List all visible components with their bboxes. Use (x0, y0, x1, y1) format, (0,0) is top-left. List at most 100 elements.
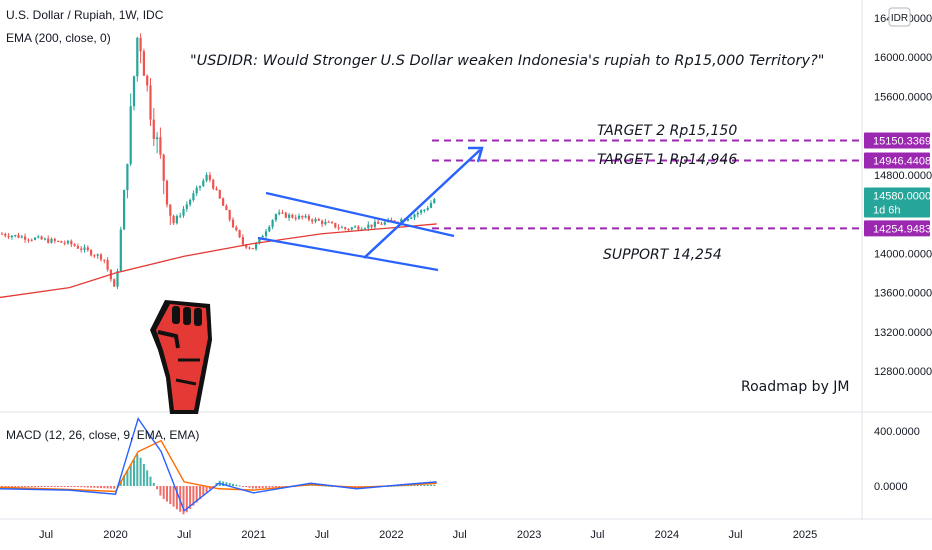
candle-body (10, 235, 13, 238)
symbol-title[interactable]: U.S. Dollar / Rupiah, 1W, IDC (6, 8, 164, 22)
candle-body (281, 212, 284, 214)
macd-histogram-bar (149, 476, 152, 486)
candle-body (126, 163, 129, 191)
macd-histogram-bar (172, 486, 175, 507)
candle-body (14, 235, 17, 237)
candle-body (377, 221, 380, 224)
macd-histogram-bar (182, 486, 185, 515)
macd-histogram-bar (278, 486, 281, 487)
macd-histogram-bar (83, 486, 86, 488)
candle-body (212, 179, 215, 189)
candle-body (113, 279, 116, 287)
ema-legend[interactable]: EMA (200, close, 0) (6, 31, 111, 45)
macd-histogram-bar (123, 475, 126, 486)
target1-annotation[interactable]: TARGET 1 Rp14,946 (597, 152, 737, 168)
macd-histogram-bar (126, 469, 129, 486)
candle-body (327, 221, 330, 223)
falling-wedge-drawing[interactable] (257, 146, 484, 272)
support-annotation[interactable]: SUPPORT 14,254 (603, 247, 722, 263)
macd-histogram-bar (159, 486, 162, 496)
time-tick-label: 2024 (655, 529, 679, 541)
candle-body (433, 199, 436, 204)
price-label-text: 14946.4408 (873, 156, 931, 168)
candle-body (241, 237, 244, 245)
candle-body (99, 254, 103, 260)
candle-body (218, 190, 221, 199)
macd-histogram-bar (14, 486, 17, 488)
price-label-box (864, 220, 930, 237)
candle-body (106, 260, 109, 270)
wedge-lower-trendline[interactable] (257, 236, 439, 272)
macd-legend[interactable]: MACD (12, 26, close, 9, EMA, EMA) (6, 428, 199, 442)
candle-body (334, 222, 337, 228)
currency-badge[interactable]: IDR (888, 7, 911, 27)
projection-arrow[interactable] (363, 149, 481, 259)
candle-body (413, 214, 416, 218)
macd-histogram-bar (73, 486, 76, 487)
macd-histogram-bar (265, 486, 267, 488)
candle-body (17, 235, 20, 238)
macd-histogram-bar (202, 486, 205, 496)
macd-histogram-bar (274, 486, 277, 488)
time-tick-label: Jul (453, 529, 467, 541)
macd-histogram-bar (80, 486, 83, 488)
time-tick-label: 2022 (379, 529, 403, 541)
candle-body (390, 219, 393, 221)
candle-body (380, 223, 383, 225)
price-axis[interactable]: 16400.000016000.000015600.000014800.0000… (874, 13, 932, 493)
candle-body (139, 37, 142, 52)
macd-histogram-bar (192, 486, 195, 506)
macd-histogram-bar (255, 486, 258, 489)
candle-body (76, 246, 79, 249)
candle-body (172, 215, 175, 224)
macd-histogram-bar (146, 470, 149, 486)
candle-body (258, 237, 261, 244)
macd-histogram-bar (420, 484, 423, 486)
candle-body (406, 218, 409, 221)
candle-body (350, 227, 353, 230)
candle-body (123, 190, 126, 230)
candle-body (251, 248, 254, 250)
candle-body (169, 204, 172, 216)
macd-histogram-bar (189, 486, 192, 510)
candle-body (80, 248, 83, 250)
candle-body (297, 215, 301, 219)
candle-body (284, 212, 287, 218)
candle-body (344, 227, 347, 229)
candle-body (330, 222, 334, 224)
macd-histogram-bar (426, 484, 429, 486)
candle-body (228, 210, 231, 220)
candle-body (205, 174, 208, 181)
candle-body (66, 240, 70, 244)
price-label-box (864, 152, 930, 169)
macd-histogram-bar (413, 485, 416, 487)
wedge-upper-trendline[interactable] (265, 191, 455, 238)
headline-annotation[interactable]: "USDIDR: Would Stronger U.S Dollar weake… (190, 53, 824, 69)
candle-body (198, 185, 202, 188)
time-axis[interactable]: Jul 2020 Jul 2021 Jul 2022 Jul 2023 Jul 2024 Jul 20… (39, 529, 817, 541)
macd-histogram-bar (129, 464, 132, 486)
time-tick-label: Jul (590, 529, 604, 541)
candle-body (156, 137, 159, 140)
macd-histogram-bar (30, 486, 33, 488)
target2-annotation[interactable]: TARGET 2 Rp15,150 (597, 123, 737, 139)
time-tick-label: Jul (39, 529, 53, 541)
candle-body (57, 240, 60, 242)
candle-body (202, 180, 205, 186)
candle-body (116, 270, 119, 287)
price-tick-label: 13200.0000 (874, 327, 932, 339)
candle-body (238, 230, 241, 238)
macd-histogram-bar (57, 486, 60, 487)
macd-histogram-bar (232, 483, 234, 486)
candle-body (367, 224, 370, 229)
signal-line (0, 439, 437, 493)
candle-body (416, 212, 419, 215)
candle-body (142, 51, 145, 76)
macd-histogram-bar (205, 486, 208, 493)
ema-line (0, 223, 437, 299)
macd-histogram-bar (245, 486, 248, 487)
candle-body (129, 106, 132, 164)
macd-histogram-bar (40, 486, 43, 487)
signature-annotation[interactable]: Roadmap by JM (741, 379, 850, 395)
